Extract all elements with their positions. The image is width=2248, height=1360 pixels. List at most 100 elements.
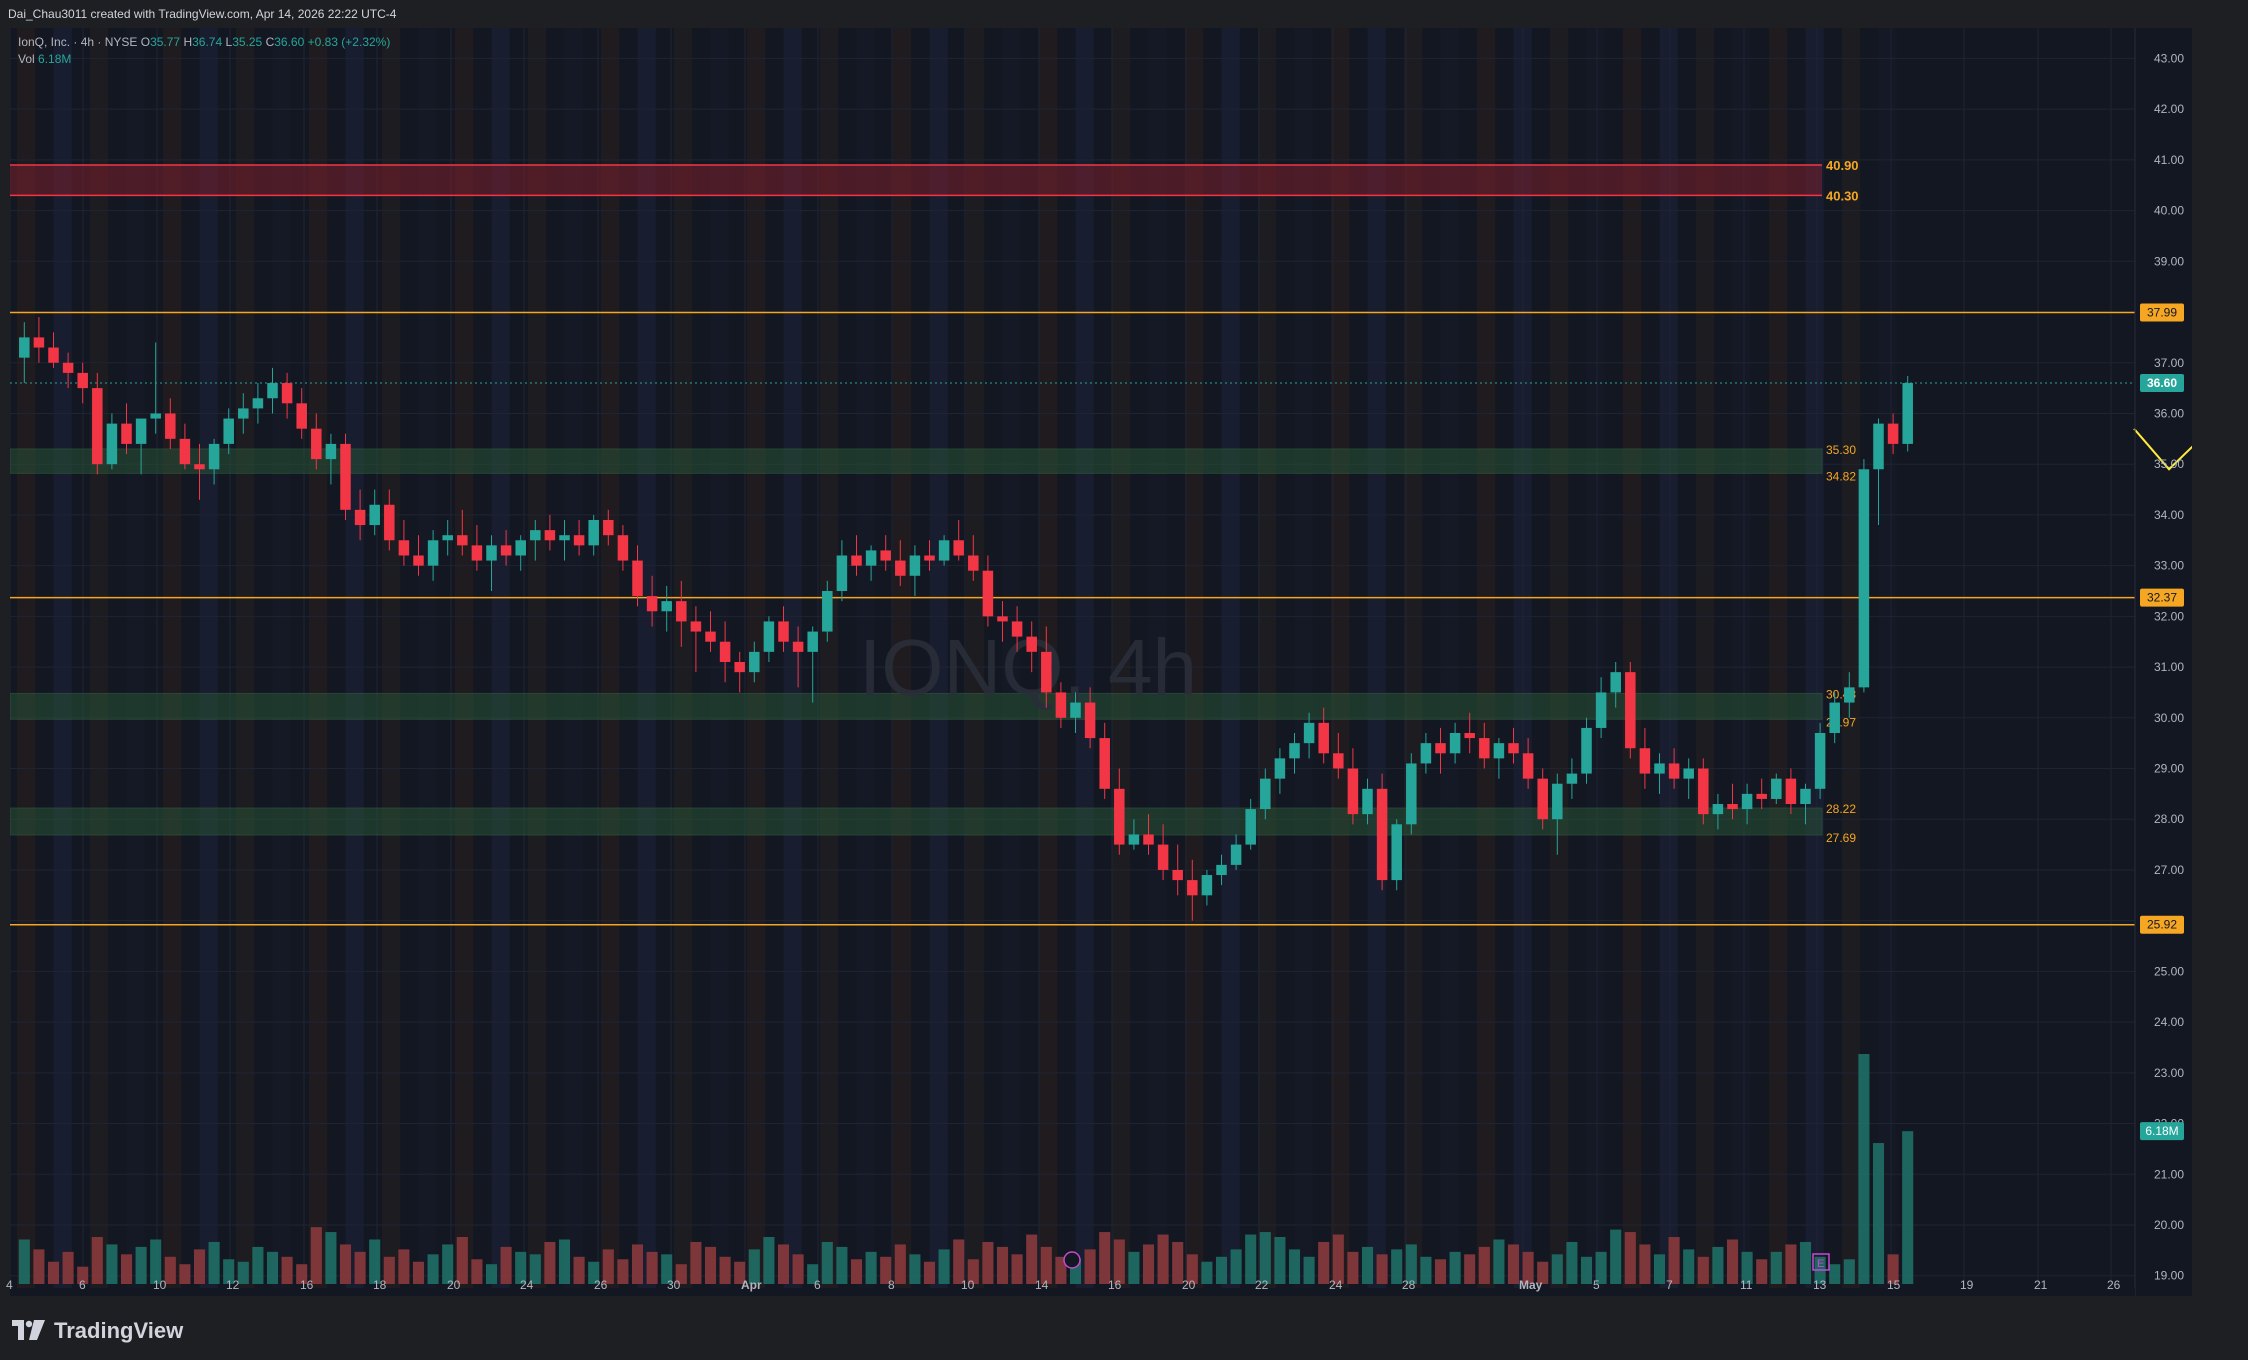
- time-axis-label: 28: [1402, 1278, 1416, 1292]
- volume-bar: [748, 1249, 760, 1284]
- session-band: [1586, 28, 1605, 1296]
- volume-bar: [354, 1251, 366, 1284]
- session-band: [1732, 28, 1751, 1296]
- candle-down: [1479, 738, 1490, 759]
- volume-bar: [33, 1249, 45, 1284]
- attribution-bar: Dai_Chau3011 created with TradingView.co…: [0, 0, 2248, 28]
- volume-bar: [427, 1254, 439, 1284]
- session-band: [1367, 28, 1386, 1296]
- candle-down: [1333, 753, 1344, 769]
- volume-bar: [369, 1239, 381, 1284]
- price-axis-tick: 41.00: [2154, 153, 2184, 167]
- demand-zone-bottom-label: 34.82: [1826, 469, 1856, 483]
- candle-down: [632, 560, 643, 597]
- session-band: [674, 28, 693, 1296]
- price-axis-tick: 27.00: [2154, 863, 2184, 877]
- candle-down: [1318, 722, 1329, 754]
- time-axis-label: 24: [520, 1278, 534, 1292]
- legend-ohlc-row: IonQ, Inc. · 4h · NYSE O35.77 H36.74 L35…: [18, 34, 390, 51]
- volume-bar: [1697, 1256, 1709, 1284]
- volume-bar: [836, 1246, 848, 1284]
- price-axis-tick: 28.00: [2154, 812, 2184, 826]
- last-price-badge-label: 36.60: [2147, 376, 2177, 390]
- candle-up: [1800, 788, 1811, 805]
- candle-down: [1887, 423, 1899, 444]
- volume-bar: [675, 1264, 687, 1284]
- volume-bar: [412, 1261, 425, 1284]
- candle-down: [1756, 793, 1767, 799]
- candle-up: [1829, 702, 1840, 734]
- volume-bar: [544, 1241, 556, 1284]
- session-band: [272, 28, 291, 1296]
- candle-down: [1727, 804, 1738, 810]
- time-axis[interactable]: 4 6 10 12 16 18 20 24 26 30 Apr 6 8 10 14 16 20 22 24 28 May…: [6, 1278, 2135, 1296]
- volume-bar: [1756, 1259, 1768, 1284]
- time-axis-label: 24: [1329, 1278, 1343, 1292]
- volume-bar: [252, 1246, 264, 1284]
- candle-up: [1216, 864, 1227, 876]
- price-axis-tick: 43.00: [2154, 51, 2184, 65]
- candle-down: [997, 616, 1008, 622]
- candle-down: [924, 555, 935, 561]
- candle-up: [909, 555, 921, 576]
- price-axis-tick: 25.00: [2154, 964, 2184, 978]
- price-axis-tick: 30.00: [2154, 711, 2184, 725]
- price-axis-tick: 21.00: [2154, 1167, 2184, 1181]
- legend-close-label: C: [265, 35, 275, 49]
- time-axis-label: 6: [79, 1278, 86, 1292]
- earnings-marker: [1812, 1253, 1830, 1271]
- candle-up: [1581, 727, 1592, 774]
- legend-symbol[interactable]: IonQ, Inc. · 4h · NYSE: [18, 35, 138, 49]
- time-axis-label: 5: [1593, 1278, 1600, 1292]
- session-band: [199, 28, 218, 1296]
- volume-bar: [47, 1261, 60, 1284]
- footer-bar: TradingView: [0, 1300, 2248, 1360]
- chart-pane[interactable]: 40.90 40.30 35.30 34.82 30.48 29.97 28.22 27.69…: [10, 28, 2192, 1296]
- candle-down: [33, 337, 45, 348]
- volume-bar: [1478, 1246, 1490, 1284]
- candle-up: [208, 443, 220, 470]
- candle-down: [778, 621, 789, 642]
- volume-bar: [1785, 1244, 1797, 1284]
- candle-down: [413, 555, 424, 566]
- session-band: [1623, 28, 1642, 1296]
- volume-bar: [1026, 1234, 1038, 1284]
- volume-bar: [1142, 1244, 1155, 1284]
- candle-down: [719, 641, 731, 662]
- candle-down: [1011, 621, 1023, 637]
- legend-vol-label[interactable]: Vol: [18, 52, 35, 66]
- bullish-zigzag-arrow: [2133, 428, 2192, 471]
- session-band: [1404, 28, 1423, 1296]
- session-band: [382, 28, 401, 1296]
- candle-up: [1814, 733, 1826, 789]
- volume-bar: [734, 1261, 746, 1284]
- time-axis-label: 21: [2034, 1278, 2048, 1292]
- legend-open-label: O: [140, 35, 151, 49]
- candle-down: [48, 347, 59, 363]
- volume-bar: [1799, 1241, 1812, 1284]
- price-chart[interactable]: 40.9040.3035.3034.8230.4829.9728.2227.69…: [10, 28, 2192, 1296]
- candle-down: [1099, 738, 1110, 789]
- volume-bar: [1464, 1254, 1476, 1284]
- candle-up: [1844, 687, 1855, 703]
- session-band: [1842, 28, 1861, 1296]
- candle-up: [1303, 722, 1315, 744]
- candle-down: [705, 631, 716, 642]
- time-axis-label: 26: [2107, 1278, 2121, 1292]
- volume-bar: [1055, 1256, 1067, 1284]
- candle-up: [1245, 809, 1256, 845]
- price-axis-tick: 23.00: [2154, 1066, 2184, 1080]
- volume-bar: [821, 1241, 833, 1284]
- volume-bar: [1580, 1256, 1593, 1284]
- volume-bar: [1259, 1232, 1271, 1284]
- demand-zone-top-label: 28.22: [1826, 802, 1856, 816]
- candle-up: [938, 540, 950, 561]
- candle-down: [953, 540, 964, 556]
- session-band: [601, 28, 620, 1296]
- candle-down: [1114, 788, 1125, 845]
- time-axis-label: 10: [153, 1278, 167, 1292]
- tradingview-logo[interactable]: TradingView: [12, 1318, 183, 1344]
- volume-bar: [442, 1244, 454, 1284]
- session-band: [820, 28, 839, 1296]
- candle-down: [1026, 636, 1037, 652]
